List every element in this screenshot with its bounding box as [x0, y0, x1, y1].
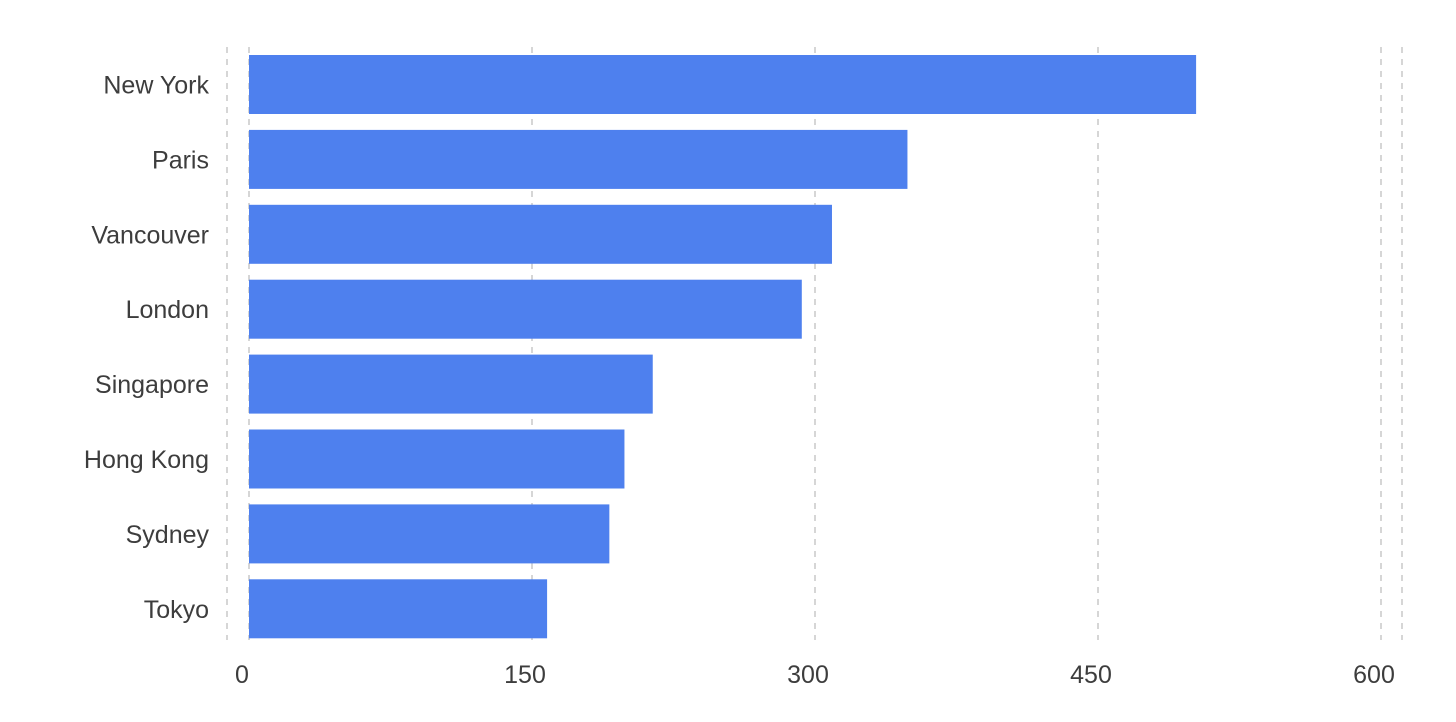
bar-sydney	[249, 504, 610, 564]
category-label: Singapore	[95, 371, 209, 399]
bars	[249, 55, 1197, 639]
bar-hong-kong	[249, 429, 625, 489]
bar-paris	[249, 129, 908, 189]
x-tick-label: 0	[235, 661, 249, 689]
x-tick-label: 300	[787, 661, 829, 689]
bar-new-york	[249, 55, 1197, 114]
x-tick-label: 150	[504, 661, 546, 689]
x-axis-tick-labels: 0 150 300 450 600	[235, 661, 1395, 689]
category-label: New York	[103, 72, 209, 100]
bar-singapore	[249, 354, 653, 414]
bar-london	[249, 279, 802, 339]
category-labels: New York Paris Vancouver London Singapore Hon…	[84, 72, 210, 624]
bar-vancouver	[249, 204, 832, 264]
category-label: Sydney	[126, 521, 210, 549]
x-tick-label: 450	[1070, 661, 1112, 689]
x-tick-label: 600	[1353, 661, 1395, 689]
category-label: Hong Kong	[84, 446, 209, 474]
category-label: London	[126, 296, 209, 324]
bar-tokyo	[249, 579, 548, 639]
category-label: Vancouver	[91, 221, 209, 249]
category-label: Paris	[152, 146, 209, 174]
category-label: Tokyo	[144, 596, 209, 624]
